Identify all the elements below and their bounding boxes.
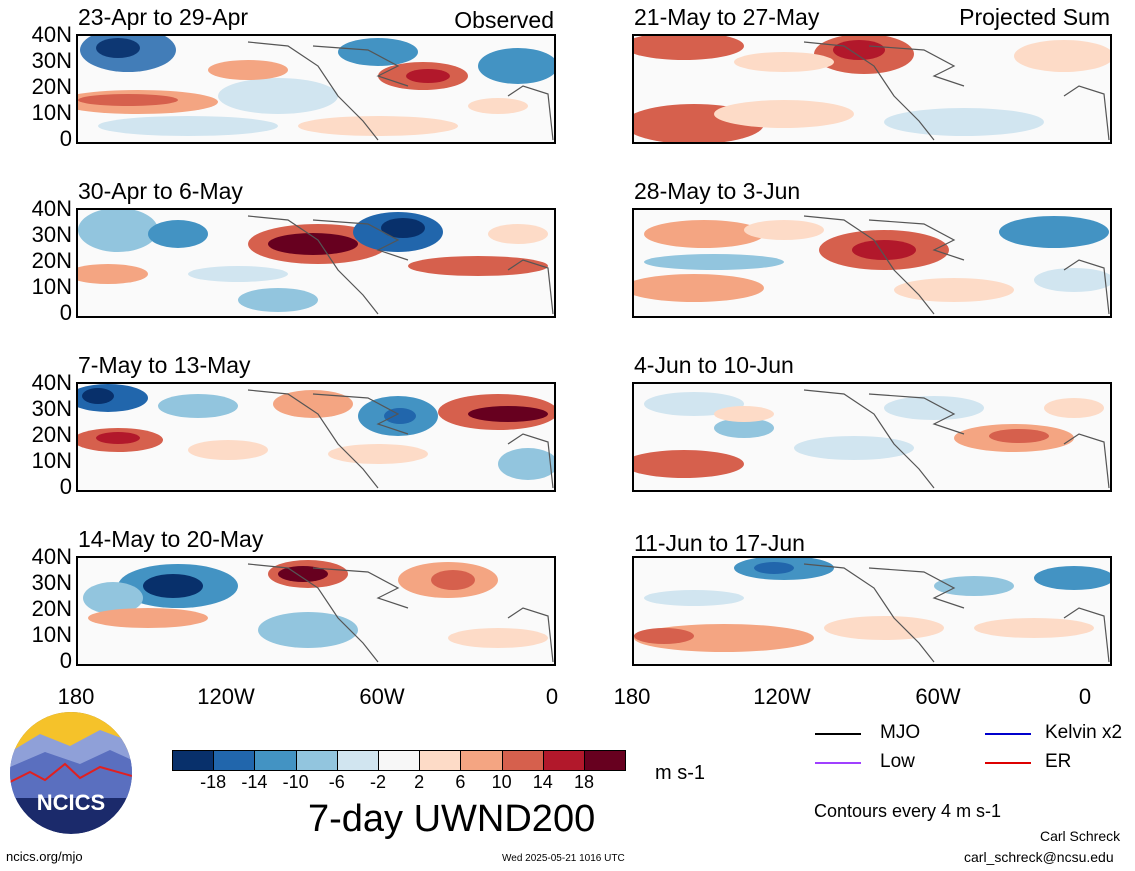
lat-label: 40N	[31, 544, 72, 569]
panel-label: Projected Sum	[959, 4, 1110, 30]
lon-label-180: 180	[613, 684, 651, 709]
panel-label: Observed	[454, 7, 554, 33]
colorbar-box	[213, 750, 256, 771]
lat-label: 10N	[31, 448, 72, 473]
map-svg	[78, 384, 554, 489]
wind-map	[632, 556, 1112, 666]
panel-title: 4-Jun to 10-Jun	[634, 352, 794, 378]
lat-label: 0	[59, 648, 72, 673]
lon-label-60w: 60W	[915, 684, 961, 709]
legend-label-kelvin: Kelvin x2	[1045, 722, 1123, 743]
lat-label: 30N	[31, 48, 72, 73]
lon-label-0: 0	[1078, 684, 1092, 709]
legend-line-er	[985, 762, 1031, 764]
map-title: 7-day UWND200	[308, 798, 596, 840]
wind-map	[76, 34, 556, 144]
colorbar-box	[378, 750, 421, 771]
units-label: m s-1	[655, 762, 705, 784]
lat-label: 40N	[31, 196, 72, 221]
panel-title: 23-Apr to 29-Apr	[78, 4, 249, 30]
colorbar-tick: -10	[282, 772, 309, 792]
lat-label: 10N	[31, 622, 72, 647]
panel-title: 14-May to 20-May	[78, 526, 264, 552]
lat-label: 20N	[31, 596, 72, 621]
logo-svg: NCICS	[10, 712, 132, 834]
legend-label-er: ER	[1045, 751, 1072, 772]
lat-label: 10N	[31, 100, 72, 125]
wind-map	[632, 208, 1112, 318]
lat-label: 0	[59, 126, 72, 151]
colorbar-box	[336, 750, 379, 771]
lon-label-60w: 60W	[359, 684, 405, 709]
colorbar-box	[460, 750, 503, 771]
colorbar-box	[501, 750, 544, 771]
lat-label: 40N	[31, 370, 72, 395]
legend-line-low	[815, 762, 861, 764]
map-svg	[83, 560, 554, 663]
panel-title: 28-May to 3-Jun	[634, 178, 801, 204]
legend-line-kelvin	[985, 733, 1031, 735]
colorbar-tick: 10	[491, 772, 512, 792]
lon-label-0: 0	[545, 684, 559, 709]
legend-line-mjo	[815, 733, 861, 735]
footer-url: ncics.org/mjo	[6, 849, 83, 864]
colorbar-box	[419, 750, 462, 771]
footer-timestamp: Wed 2025-05-21 1016 UTC	[502, 853, 625, 864]
colorbar-tick: 2	[414, 772, 425, 792]
contour-note: Contours every 4 m s-1	[814, 801, 1002, 821]
lat-label: 20N	[31, 74, 72, 99]
map-svg	[634, 215, 1110, 315]
colorbar-box	[584, 750, 627, 771]
map-svg	[78, 36, 554, 141]
footer-email: carl_schreck@ncsu.edu	[964, 849, 1114, 865]
panel-title: 21-May to 27-May	[634, 4, 820, 30]
lat-label: 0	[59, 300, 72, 325]
panel-title: 7-May to 13-May	[78, 352, 251, 378]
legend-label-low: Low	[880, 751, 915, 772]
lat-label: 20N	[31, 422, 72, 447]
colorbar-tick: -2	[369, 772, 386, 792]
lat-label: 30N	[31, 396, 72, 421]
map-svg	[634, 36, 1110, 142]
wind-map	[76, 556, 556, 666]
lat-label: 10N	[31, 274, 72, 299]
lat-label: 0	[59, 474, 72, 499]
colorbar-tick: -18	[200, 772, 227, 792]
wind-map	[632, 34, 1112, 144]
map-svg	[78, 210, 554, 315]
logo-text: NCICS	[37, 790, 105, 815]
wind-map	[76, 382, 556, 492]
footer-author: Carl Schreck	[1040, 828, 1121, 844]
lat-label: 30N	[31, 570, 72, 595]
colorbar-tick: 6	[455, 772, 466, 792]
wind-map	[632, 382, 1112, 492]
colorbar-tick: -14	[241, 772, 268, 792]
lat-label: 40N	[31, 22, 72, 47]
colorbar-tick: -6	[328, 772, 345, 792]
colorbar-box	[542, 750, 585, 771]
lon-label-120w: 120W	[197, 684, 255, 709]
lon-label-120w: 120W	[753, 684, 811, 709]
colorbar-box	[172, 750, 215, 771]
map-svg	[634, 389, 1110, 489]
panel-title: 11-Jun to 17-Jun	[634, 530, 805, 556]
panel-title: 30-Apr to 6-May	[78, 178, 243, 204]
colorbar-box	[295, 750, 338, 771]
lat-label: 20N	[31, 248, 72, 273]
colorbar-box	[254, 750, 297, 771]
lon-label-180: 180	[57, 684, 95, 709]
lat-label: 30N	[31, 222, 72, 247]
wind-map	[76, 208, 556, 318]
colorbar-tick: 18	[573, 772, 595, 792]
map-svg	[634, 558, 1110, 663]
legend-label-mjo: MJO	[880, 722, 921, 743]
colorbar-tick: 14	[532, 772, 553, 792]
ncics-logo: NCICS	[10, 712, 132, 834]
